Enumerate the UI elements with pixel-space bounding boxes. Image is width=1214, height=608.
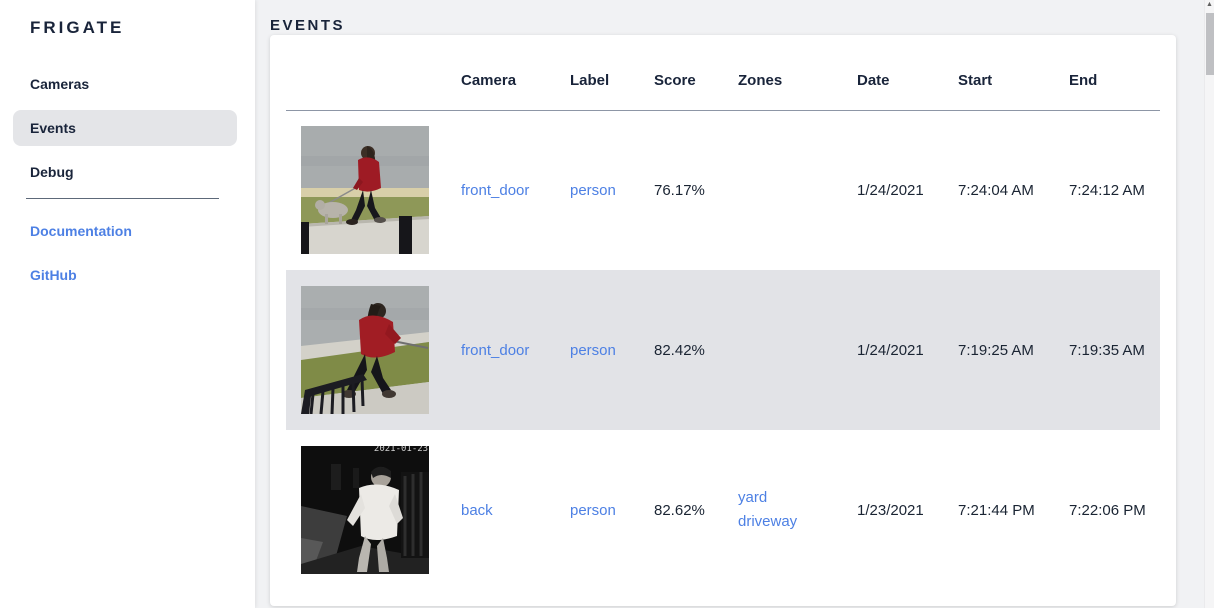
column-header-score: Score (654, 51, 738, 111)
table-row[interactable]: 2021-01-23 back person 82.62% yard drive… (286, 430, 1160, 590)
sidebar-link-github[interactable]: GitHub (30, 267, 77, 283)
app-logo: FRIGATE (30, 18, 125, 37)
scrollbar-up-icon[interactable]: ▲ (1206, 1, 1213, 8)
date-value: 1/23/2021 (857, 501, 924, 519)
end-value: 7:22:06 PM (1069, 501, 1146, 519)
table-row[interactable]: front_door person 76.17% 1/24/2021 7:24:… (286, 110, 1160, 270)
main-content: EVENTS Camera Label Score Zones Date (255, 0, 1214, 608)
page-title: EVENTS (270, 17, 346, 34)
score-value: 82.42% (654, 341, 705, 359)
end-value: 7:19:35 AM (1069, 341, 1145, 359)
column-header-camera: Camera (461, 51, 570, 111)
thumbnail-cell (286, 110, 461, 270)
score-value: 76.17% (654, 181, 705, 199)
start-value: 7:21:44 PM (958, 501, 1035, 519)
event-thumbnail[interactable]: 2021-01-23 (301, 446, 429, 574)
zones-cell (738, 270, 857, 430)
thumbnail-image-night-person: 2021-01-23 (301, 446, 429, 574)
table-row[interactable]: front_door person 82.42% 1/24/2021 7:19:… (286, 270, 1160, 430)
start-value: 7:24:04 AM (958, 181, 1034, 199)
page-header: EVENTS (255, 0, 1214, 35)
sidebar-nav: Cameras Events Debug Documentation GitHu… (0, 56, 255, 293)
date-value: 1/24/2021 (857, 341, 924, 359)
score-value: 82.62% (654, 501, 705, 519)
end-value: 7:24:12 AM (1069, 181, 1145, 199)
label-link[interactable]: person (570, 501, 616, 519)
event-thumbnail[interactable] (301, 286, 429, 414)
label-link[interactable]: person (570, 341, 616, 359)
camera-link[interactable]: front_door (461, 181, 530, 199)
sidebar-item-cameras[interactable]: Cameras (30, 76, 90, 92)
zone-link-driveway[interactable]: driveway (738, 513, 798, 530)
thumbnail-image-dog-walker (301, 126, 429, 255)
column-header-zones: Zones (738, 51, 857, 111)
sidebar-link-documentation[interactable]: Documentation (30, 223, 132, 239)
zones-cell: yard driveway (738, 430, 857, 590)
start-value: 7:19:25 AM (958, 341, 1034, 359)
events-card: Camera Label Score Zones Date Start End (270, 35, 1176, 606)
table-header-row: Camera Label Score Zones Date Start End (286, 51, 1160, 111)
column-header-start: Start (958, 51, 1069, 111)
zones-cell (738, 110, 857, 270)
column-header-date: Date (857, 51, 958, 111)
thumbnail-image-red-hoodie (301, 286, 429, 414)
label-link[interactable]: person (570, 181, 616, 199)
thumbnail-cell (286, 270, 461, 430)
thumbnail-cell: 2021-01-23 (286, 430, 461, 590)
column-header-label: Label (570, 51, 654, 111)
sidebar-item-events[interactable]: Events (13, 110, 237, 146)
column-header-end: End (1069, 51, 1160, 111)
sidebar: FRIGATE Cameras Events Debug Documentati… (0, 0, 255, 608)
date-value: 1/24/2021 (857, 181, 924, 199)
scrollbar[interactable]: ▲ (1204, 0, 1214, 608)
sidebar-divider (26, 198, 219, 199)
camera-link[interactable]: back (461, 501, 493, 519)
thumbnail-timestamp-overlay: 2021-01-23 (374, 446, 428, 454)
column-header-thumbnail (286, 51, 461, 111)
scrollbar-thumb[interactable] (1206, 13, 1214, 75)
events-table: Camera Label Score Zones Date Start End (286, 51, 1160, 590)
sidebar-item-debug[interactable]: Debug (30, 164, 74, 180)
camera-link[interactable]: front_door (461, 341, 530, 359)
event-thumbnail[interactable] (301, 126, 429, 255)
zone-link-yard[interactable]: yard (738, 489, 768, 506)
